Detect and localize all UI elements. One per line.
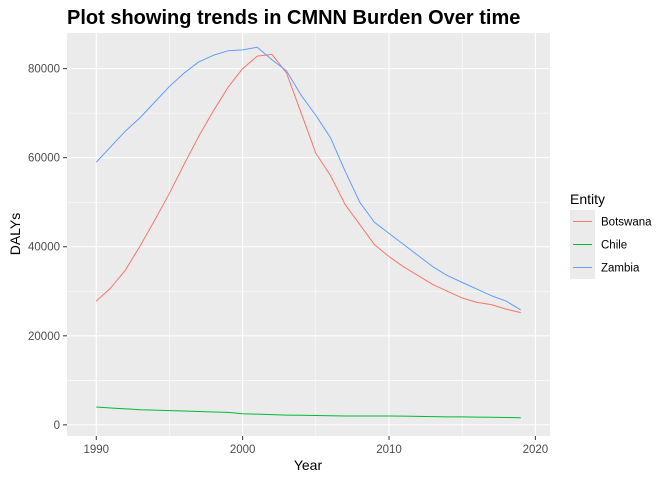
y-tick-label: 60000: [28, 153, 60, 165]
series-line-zambia: [95, 46, 521, 311]
series-line-botswana: [95, 53, 521, 314]
legend-label-chile: Chile: [601, 240, 627, 252]
x-tick-label: 2000: [230, 444, 256, 456]
legend-label-botswana: Botswana: [601, 217, 652, 229]
x-tick-label: 2010: [376, 444, 402, 456]
y-tick-label: 40000: [28, 242, 60, 254]
major-gridlines: [67, 33, 550, 436]
y-tick-label: 80000: [28, 64, 60, 76]
minor-gridlines: [67, 33, 550, 436]
y-tick-label: 0: [54, 420, 60, 432]
x-tick-label: 1990: [83, 444, 109, 456]
plot-panel: [67, 33, 550, 436]
y-tick-label: 20000: [28, 331, 60, 343]
series-line-chile: [96, 406, 521, 419]
x-axis-title: Year: [294, 457, 323, 473]
x-tick-label: 2020: [523, 444, 549, 456]
x-axis-ticks: 1990 2000 2010 2020: [83, 436, 548, 456]
series-lines: [95, 46, 521, 419]
chart-title: Plot showing trends in CMNN Burden Over …: [67, 7, 520, 29]
legend-label-zambia: Zambia: [601, 263, 640, 275]
y-axis-ticks: 0 20000 40000 60000 80000: [28, 64, 67, 432]
y-axis-title: DALYs: [7, 213, 23, 256]
legend: Entity Botswana Chile Zambia: [570, 191, 652, 279]
legend-title: Entity: [570, 191, 605, 207]
